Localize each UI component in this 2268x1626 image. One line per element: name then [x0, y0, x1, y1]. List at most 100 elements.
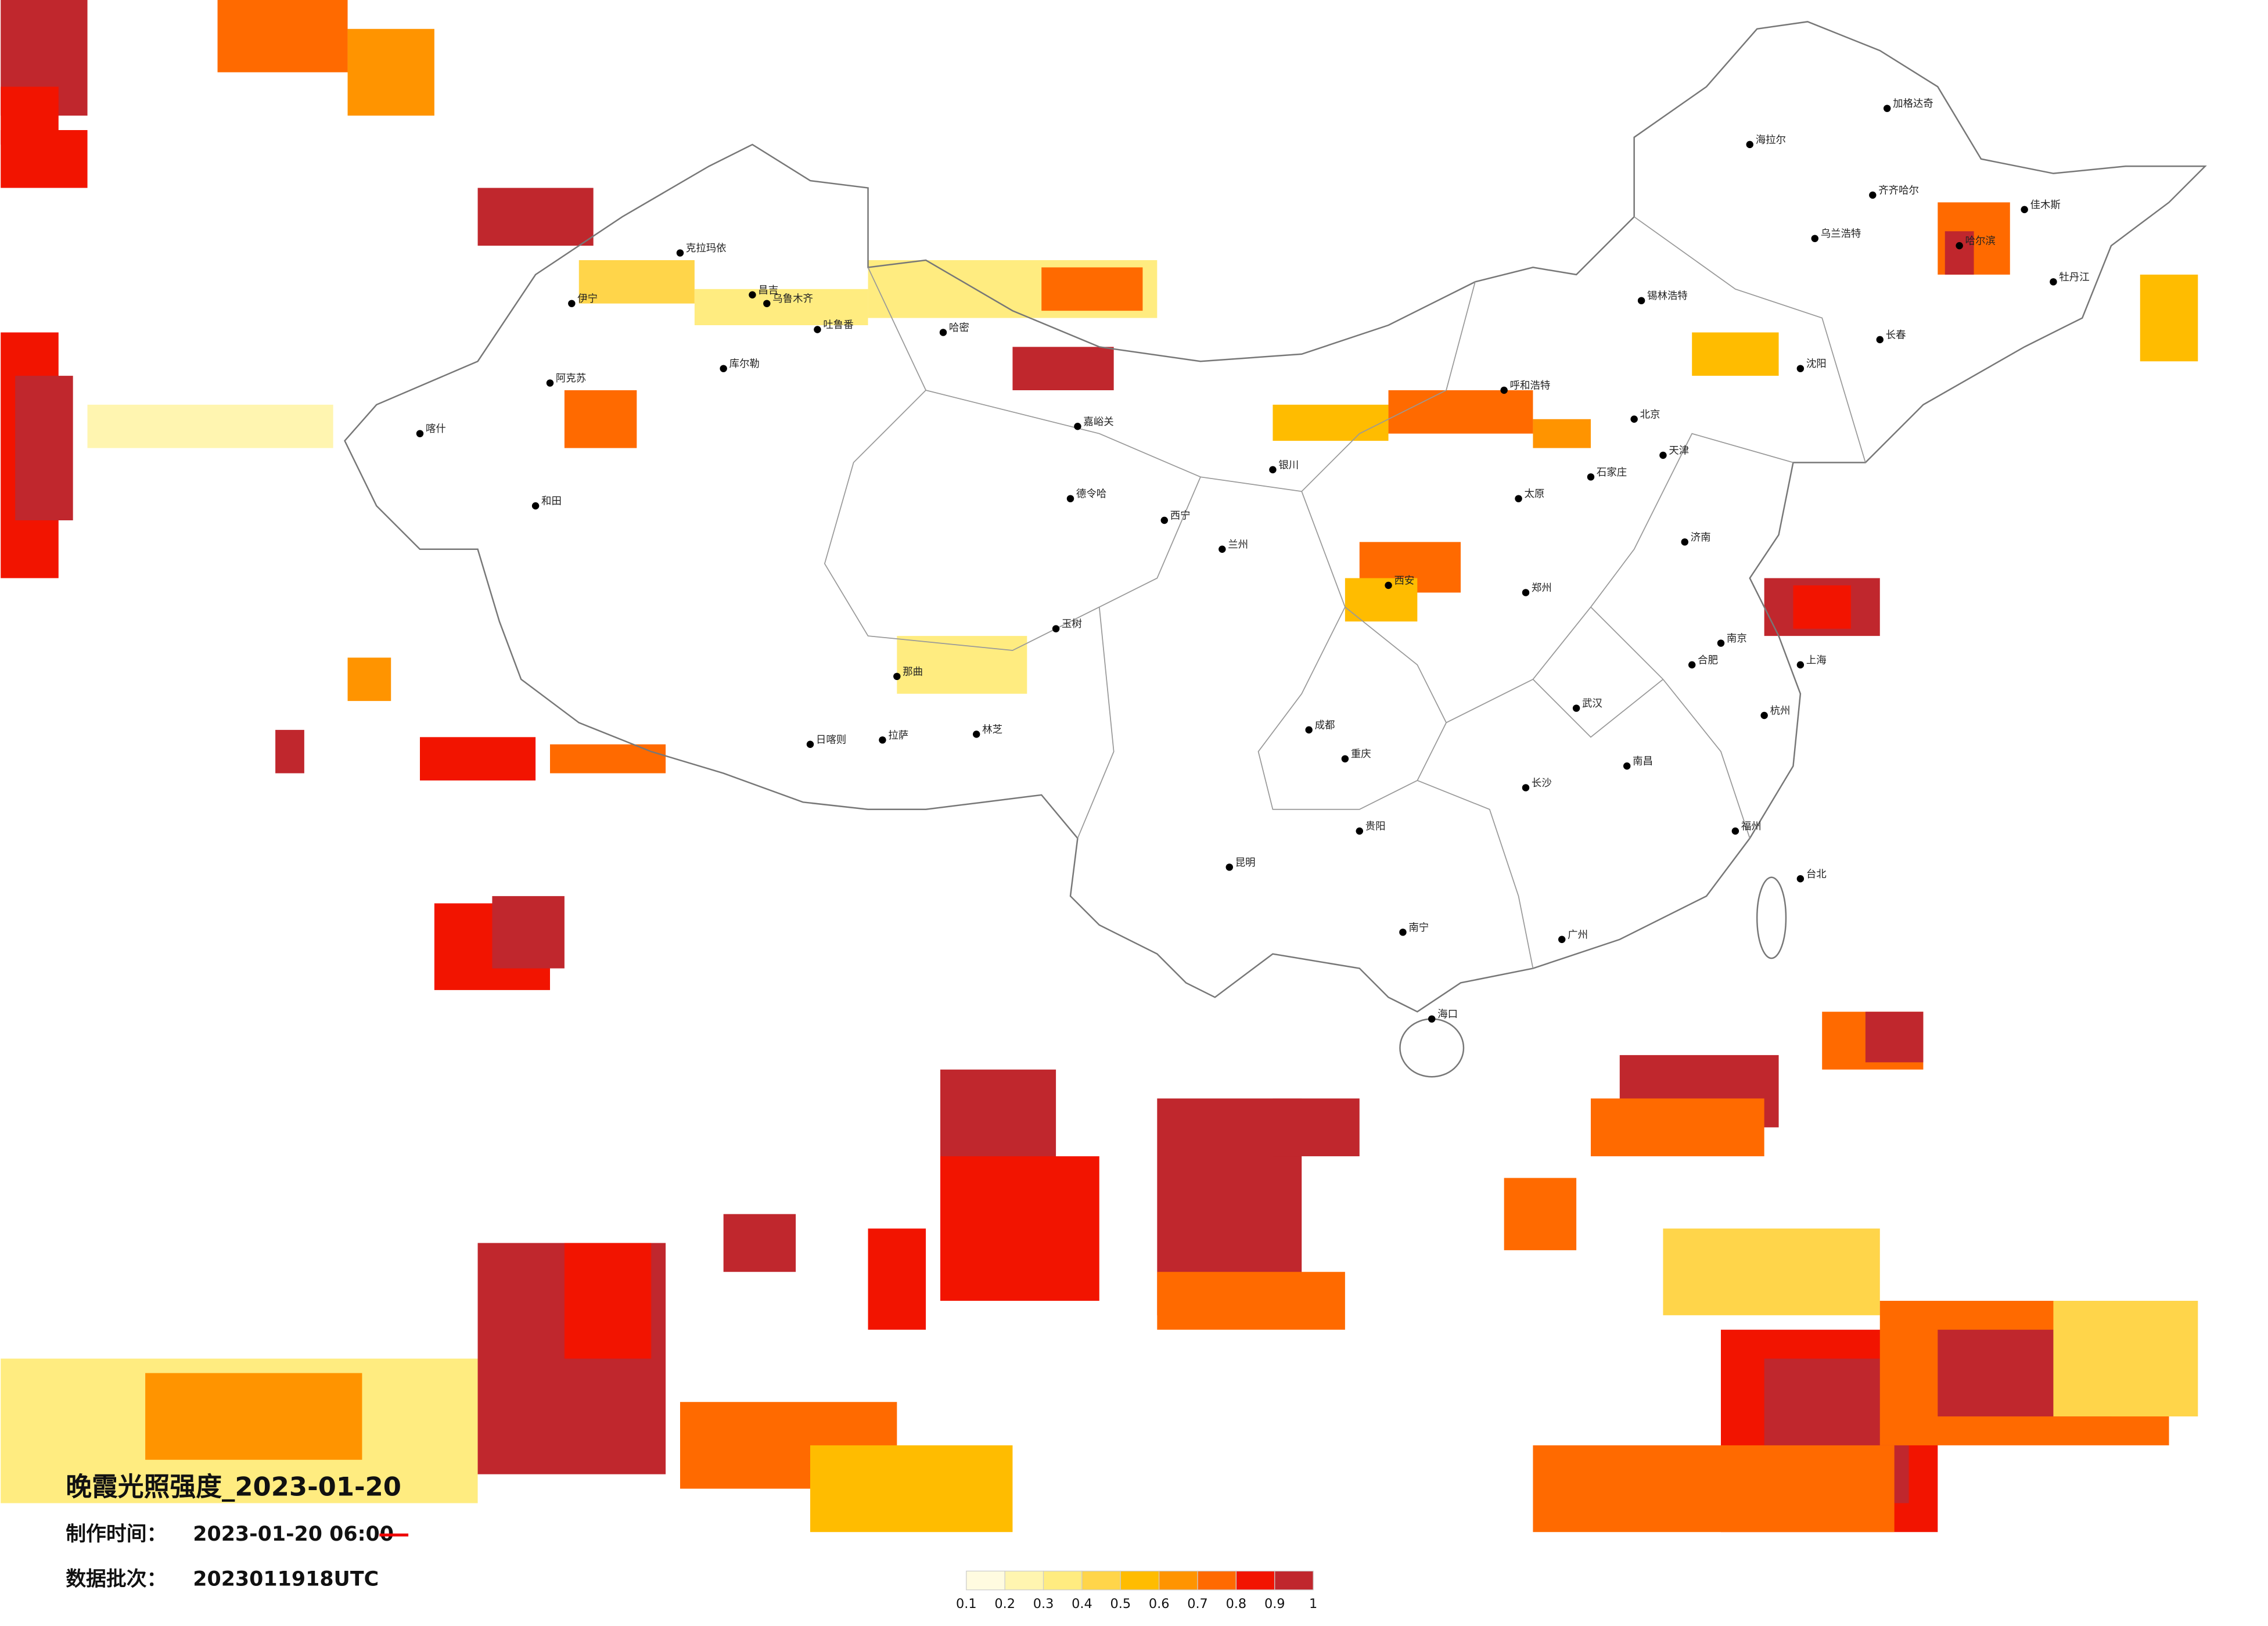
city-dot: [531, 502, 540, 510]
legend-tick-label: 0.5: [1110, 1596, 1131, 1611]
city-dot: [416, 430, 424, 437]
legend-tick-label: 0.9: [1264, 1596, 1285, 1611]
city-dot: [676, 249, 684, 257]
heat-patch: [2140, 274, 2198, 362]
heat-patch: [419, 737, 536, 780]
city-dot: [1356, 827, 1363, 835]
city-dot: [1269, 466, 1277, 474]
city-label: 西安: [1394, 575, 1415, 587]
heat-patch: [549, 744, 666, 774]
city-dot: [1572, 704, 1580, 712]
city-label: 广州: [1568, 929, 1588, 941]
legend-swatch: [1235, 1570, 1275, 1591]
city-dot: [763, 300, 771, 307]
city-label: 太原: [1525, 488, 1545, 500]
city-dot: [1587, 473, 1595, 481]
legend-tick-label: 0.2: [994, 1596, 1015, 1611]
city-dot: [1428, 1015, 1436, 1023]
city-dot: [1796, 875, 1805, 883]
heat-patch: [2053, 1301, 2198, 1417]
city-dot: [546, 379, 554, 387]
legend-swatch: [1197, 1570, 1237, 1591]
batch-value: 2023011918UTC: [193, 1567, 379, 1591]
city-dot: [1341, 755, 1349, 762]
heat-patch: [1388, 390, 1533, 434]
legend-tick-label: 0.4: [1072, 1596, 1092, 1611]
city-dot: [2021, 206, 2028, 214]
heat-patch: [87, 404, 333, 448]
city-label: 锡林浩特: [1647, 290, 1688, 302]
city-label: 成都: [1315, 720, 1335, 731]
city-label: 哈密: [949, 322, 969, 334]
city-label: 兰州: [1228, 539, 1248, 551]
province-lines: [824, 216, 1866, 969]
legend-swatch: [966, 1570, 1005, 1591]
heat-patch: [1504, 1178, 1577, 1250]
city-dot: [814, 326, 821, 333]
city-label: 伊宁: [577, 293, 598, 305]
city-label: 喀什: [426, 423, 446, 435]
heat-patch: [1273, 1098, 1360, 1157]
china-outline: [344, 21, 2207, 1078]
city-dot: [1956, 242, 1963, 250]
city-label: 贵阳: [1365, 821, 1386, 833]
city-dot: [1558, 936, 1566, 943]
city-dot: [879, 736, 886, 744]
city-label: 南昌: [1633, 756, 1653, 768]
city-label: 天津: [1669, 445, 1689, 457]
heat-patch: [145, 1373, 362, 1460]
heat-patch: [1273, 404, 1389, 441]
city-dot: [1399, 929, 1407, 936]
legend: 0.1 0.2 0.3 0.4 0.5 0.6 0.7 0.8 0.9 1: [956, 1570, 1317, 1611]
heat-patch: [1, 130, 88, 188]
heat-patch: [868, 1228, 926, 1330]
city-dot: [1688, 661, 1696, 669]
legend-tick-label: 1: [1309, 1596, 1317, 1611]
city-label: 福州: [1741, 821, 1762, 833]
city-label: 呼和浩特: [1510, 380, 1551, 392]
heat-patch: [1041, 267, 1143, 311]
heat-patch: [347, 28, 434, 116]
heat-patch: [477, 188, 594, 246]
heat-patch: [940, 1156, 1099, 1301]
heat-layer: [1, 0, 2198, 1533]
city-label: 南京: [1727, 633, 1747, 645]
city-label: 那曲: [903, 666, 923, 678]
heat-patch: [1590, 1098, 1764, 1157]
city-label: 日喀则: [816, 734, 846, 746]
city-dot: [1681, 538, 1688, 546]
city-dot: [1074, 423, 1081, 430]
city-label: 海拉尔: [1756, 134, 1786, 146]
heat-patch: [492, 896, 565, 969]
heat-patch: [1865, 1012, 1924, 1063]
heat-patch: [275, 729, 304, 774]
city-dot: [1160, 516, 1168, 524]
city-label: 库尔勒: [729, 358, 760, 370]
city-label: 德令哈: [1076, 488, 1106, 500]
city-dot: [1623, 762, 1631, 770]
city-label: 克拉玛依: [686, 243, 727, 254]
city-label: 西宁: [1170, 510, 1191, 522]
city-label: 乌鲁木齐: [772, 293, 813, 305]
heat-patch: [15, 376, 73, 520]
legend-swatch: [1159, 1570, 1198, 1591]
heat-patch: [1793, 585, 1851, 629]
legend-tick-label: 0.6: [1149, 1596, 1170, 1611]
city-dot: [1883, 105, 1891, 112]
city-dot: [568, 300, 576, 307]
city-dot: [1796, 661, 1805, 669]
heat-patch: [1157, 1272, 1345, 1330]
city-dot: [972, 731, 980, 738]
city-dot: [1876, 336, 1884, 344]
city-label: 哈尔滨: [1965, 236, 1996, 247]
city-dot: [2050, 278, 2057, 286]
city-label: 昆明: [1235, 857, 1256, 869]
heat-patch: [217, 0, 348, 73]
city-dot: [1731, 827, 1739, 835]
city-label: 北京: [1640, 409, 1660, 420]
city-label: 南宁: [1408, 922, 1429, 934]
city-dot: [749, 291, 756, 298]
heat-patch: [564, 1243, 652, 1359]
city-dot: [1637, 297, 1645, 304]
